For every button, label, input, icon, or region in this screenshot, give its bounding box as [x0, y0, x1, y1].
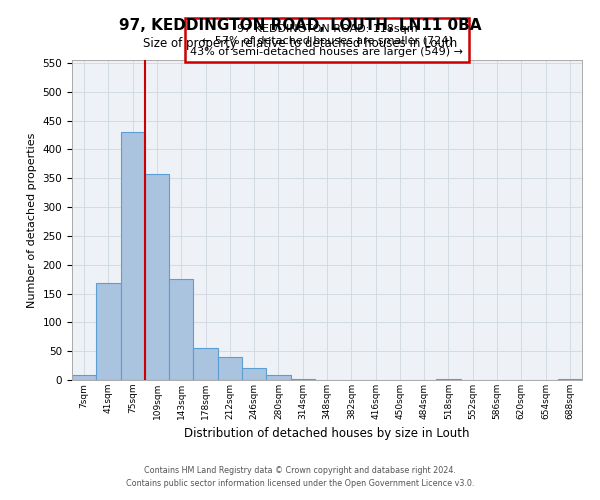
X-axis label: Distribution of detached houses by size in Louth: Distribution of detached houses by size … [184, 428, 470, 440]
Text: 97 KEDDINGTON ROAD: 118sqm
← 57% of detached houses are smaller (724)
43% of sem: 97 KEDDINGTON ROAD: 118sqm ← 57% of deta… [191, 24, 464, 57]
Y-axis label: Number of detached properties: Number of detached properties [27, 132, 37, 308]
Bar [193, 348, 218, 380]
Bar [169, 279, 193, 380]
Bar [121, 132, 145, 380]
Bar [72, 376, 96, 380]
Text: Contains HM Land Registry data © Crown copyright and database right 2024.
Contai: Contains HM Land Registry data © Crown c… [126, 466, 474, 487]
Text: 97, KEDDINGTON ROAD, LOUTH, LN11 0BA: 97, KEDDINGTON ROAD, LOUTH, LN11 0BA [119, 18, 481, 32]
Bar [242, 368, 266, 380]
Text: Size of property relative to detached houses in Louth: Size of property relative to detached ho… [143, 38, 457, 51]
Bar [145, 174, 169, 380]
Bar [266, 375, 290, 380]
Bar [218, 357, 242, 380]
Bar [96, 283, 121, 380]
